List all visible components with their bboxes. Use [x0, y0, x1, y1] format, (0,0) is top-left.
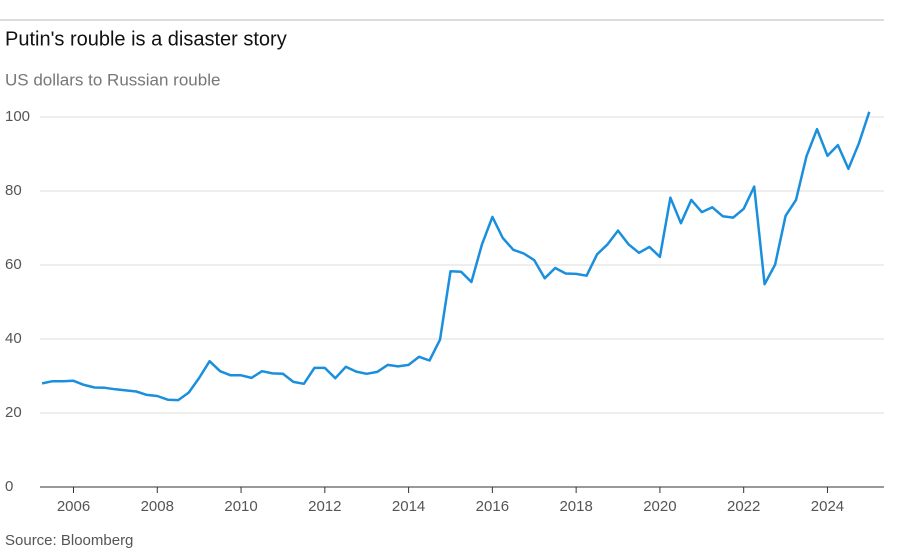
- y-tick-label: 60: [5, 256, 22, 273]
- chart-title: Putin's rouble is a disaster story: [5, 28, 287, 50]
- y-tick-label: 100: [5, 108, 30, 125]
- x-tick-label: 2016: [476, 498, 509, 515]
- source: Source: Bloomberg: [5, 532, 133, 549]
- x-tick-label: 2024: [811, 498, 844, 515]
- x-tick-label: 2018: [559, 498, 592, 515]
- x-tick-label: 2006: [57, 498, 90, 515]
- chart-subtitle: US dollars to Russian rouble: [5, 70, 220, 89]
- x-tick-label: 2012: [308, 498, 341, 515]
- y-tick-label: 20: [5, 404, 22, 421]
- x-tick-label: 2014: [392, 498, 425, 515]
- x-tick-label: 2022: [727, 498, 760, 515]
- y-tick-label: 80: [5, 182, 22, 199]
- x-tick-label: 2008: [141, 498, 174, 515]
- x-tick-label: 2020: [643, 498, 676, 515]
- x-tick-label: 2010: [224, 498, 257, 515]
- y-tick-label: 0: [5, 478, 13, 495]
- y-tick-label: 40: [5, 330, 22, 347]
- line: [41, 111, 871, 402]
